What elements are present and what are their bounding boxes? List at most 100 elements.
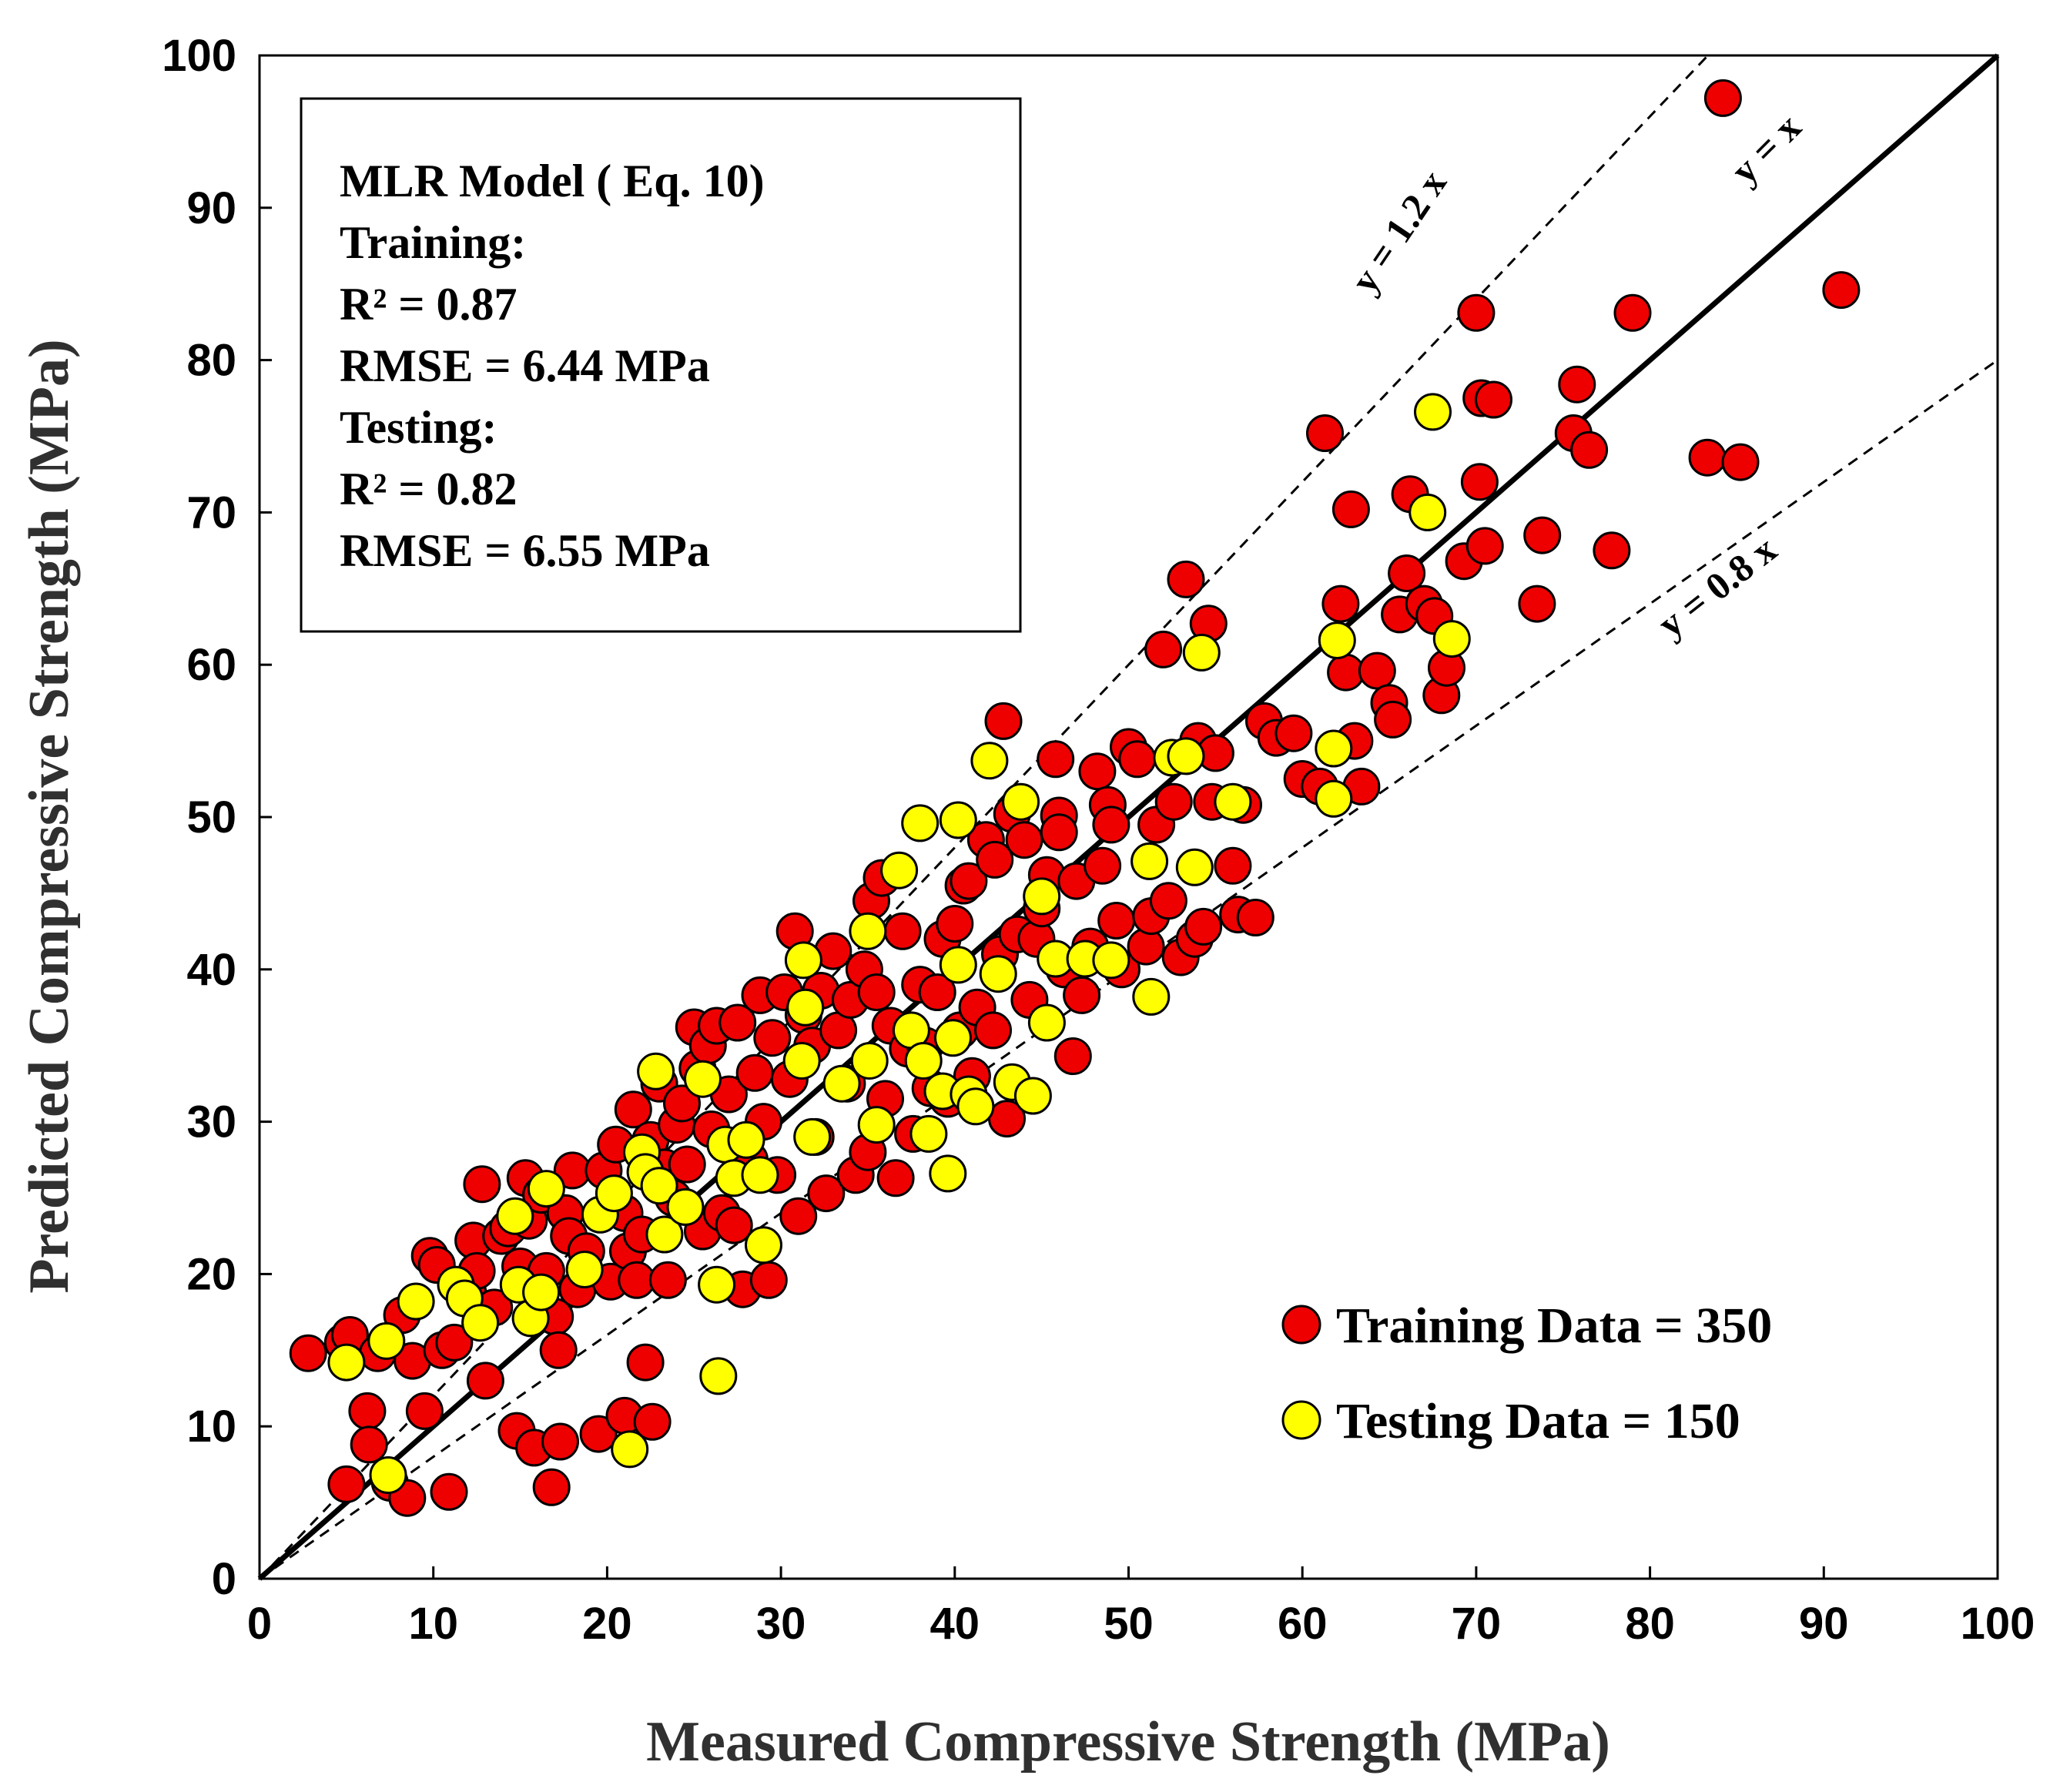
- testing-point: [939, 801, 977, 839]
- testing-point: [784, 941, 822, 980]
- training-point: [1327, 653, 1365, 692]
- training-point: [633, 1402, 672, 1441]
- training-point: [1053, 1037, 1092, 1075]
- testing-point: [1167, 737, 1205, 775]
- training-point: [350, 1425, 388, 1464]
- x-tick-label: 30: [756, 1599, 806, 1649]
- y-tick-label: 50: [186, 792, 236, 842]
- training-point: [883, 912, 922, 950]
- training-point: [541, 1422, 579, 1461]
- training-point: [1092, 806, 1130, 844]
- annotation-box-frame: [300, 97, 1022, 633]
- training-point: [532, 1468, 571, 1506]
- training-point: [1613, 293, 1652, 332]
- training-point: [1214, 846, 1252, 885]
- annotation-training-heading: Training:: [340, 217, 526, 268]
- training-point: [1703, 79, 1742, 117]
- training-point: [1523, 516, 1562, 554]
- training-point: [1688, 438, 1727, 477]
- y-axis-ticks: 0 10 20 30 40 50 60 70 80 90 100: [162, 31, 272, 1604]
- training-point: [614, 1090, 652, 1129]
- y-tick-label: 70: [186, 487, 236, 538]
- legend-label-training: Training Data = 350: [1336, 1298, 1772, 1354]
- x-tick-label: 70: [1452, 1599, 1502, 1649]
- testing-point: [327, 1343, 366, 1382]
- testing-point: [1130, 842, 1169, 880]
- testing-point: [956, 1087, 995, 1126]
- x-tick-label: 90: [1799, 1599, 1849, 1649]
- annotation-training-rmse: RMSE = 6.44 MPa: [340, 340, 710, 391]
- x-tick-label: 60: [1278, 1599, 1328, 1649]
- training-point: [1822, 271, 1861, 310]
- x-tick-label: 50: [1104, 1599, 1154, 1649]
- training-point: [618, 1261, 656, 1299]
- training-point: [1274, 714, 1313, 752]
- training-point: [463, 1165, 501, 1204]
- testing-point: [496, 1197, 534, 1235]
- training-point: [1321, 584, 1360, 623]
- training-point: [807, 1174, 846, 1213]
- testing-point: [1092, 941, 1130, 980]
- training-point: [1475, 380, 1512, 419]
- y-tick-label: 30: [186, 1097, 236, 1147]
- testing-point: [666, 1187, 705, 1226]
- training-point: [1721, 443, 1760, 481]
- training-point: [1331, 490, 1370, 528]
- testing-point: [929, 1154, 967, 1193]
- training-point: [1040, 813, 1078, 852]
- training-point: [718, 1003, 757, 1042]
- legend-label-testing: Testing Data = 150: [1336, 1393, 1740, 1449]
- testing-point: [850, 1042, 889, 1080]
- y-tick-label: 90: [186, 183, 236, 233]
- x-tick-label: 80: [1625, 1599, 1675, 1649]
- training-point: [976, 840, 1014, 879]
- training-point: [1236, 899, 1274, 936]
- training-point: [1037, 740, 1075, 779]
- training-point: [715, 1206, 753, 1244]
- training-point: [435, 1323, 474, 1362]
- testing-point: [1432, 620, 1471, 658]
- training-point: [1063, 976, 1101, 1014]
- legend-marker-training: [1281, 1305, 1321, 1345]
- y-tick-label: 0: [212, 1554, 236, 1604]
- testing-point: [369, 1456, 407, 1494]
- training-point: [1154, 782, 1193, 821]
- testing-point: [522, 1273, 561, 1311]
- y-tick-label: 60: [186, 640, 236, 690]
- training-point: [1518, 584, 1556, 623]
- testing-point: [979, 955, 1017, 993]
- x-tick-label: 0: [247, 1599, 272, 1649]
- testing-point: [741, 1156, 779, 1194]
- testing-point: [397, 1282, 435, 1321]
- testing-point: [1132, 977, 1171, 1016]
- training-point: [1593, 531, 1631, 570]
- testing-point: [461, 1304, 500, 1342]
- training-point: [936, 905, 974, 943]
- training-point: [626, 1343, 665, 1382]
- training-point: [405, 1392, 444, 1430]
- training-point: [950, 862, 988, 900]
- training-point: [1167, 560, 1205, 598]
- training-point: [1118, 740, 1157, 779]
- training-point: [648, 1261, 687, 1299]
- testing-point: [782, 1042, 821, 1080]
- testing-point: [684, 1060, 722, 1098]
- testing-point: [698, 1265, 736, 1304]
- data-points: [289, 79, 1861, 1517]
- testing-point: [939, 946, 977, 984]
- y-tick-label: 20: [186, 1249, 236, 1299]
- testing-point: [1013, 1077, 1052, 1115]
- testing-point: [1318, 621, 1356, 660]
- testing-point: [367, 1321, 406, 1360]
- testing-point: [640, 1167, 678, 1205]
- training-point: [1184, 907, 1223, 946]
- x-tick-label: 10: [408, 1599, 458, 1649]
- training-point: [327, 1465, 366, 1503]
- testing-point: [637, 1052, 675, 1090]
- testing-point: [1002, 782, 1040, 821]
- testing-point: [849, 912, 887, 950]
- x-axis-ticks: 0 10 20 30 40 50 60 70 80 90 100: [247, 1566, 2035, 1649]
- y-tick-label: 80: [186, 336, 236, 386]
- testing-point: [1214, 782, 1252, 821]
